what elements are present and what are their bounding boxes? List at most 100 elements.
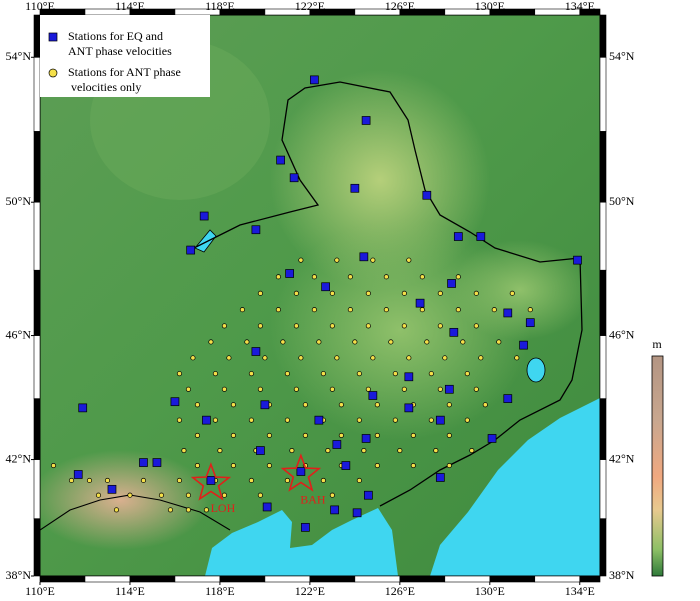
eq-ant-station xyxy=(107,484,117,494)
ant-station xyxy=(464,371,470,377)
ant-station xyxy=(298,355,304,361)
ant-station xyxy=(401,386,407,392)
legend-label: ANT phase velocities xyxy=(68,44,172,58)
ant-station xyxy=(113,507,120,513)
lake xyxy=(526,357,546,383)
eq-ant-station xyxy=(447,279,456,288)
frame-segment xyxy=(599,459,607,519)
ant-station xyxy=(370,355,376,361)
ant-station xyxy=(185,492,191,498)
ant-station xyxy=(392,417,398,423)
frame-segment xyxy=(33,335,41,399)
frame-segment xyxy=(33,459,41,519)
ant-station xyxy=(293,323,299,329)
eq-ant-station xyxy=(296,467,306,476)
y-tick-label: 38°N xyxy=(6,568,32,582)
x-tick-label: 118°E xyxy=(205,584,235,598)
ant-station xyxy=(284,477,290,483)
eq-ant-station xyxy=(444,384,454,394)
ant-station xyxy=(527,307,533,313)
frame-segment xyxy=(33,131,41,203)
eq-ant-station xyxy=(260,400,270,410)
lake xyxy=(194,229,217,253)
frame-segment xyxy=(599,56,607,132)
ant-station xyxy=(352,339,358,345)
ant-station xyxy=(280,339,286,345)
ant-station xyxy=(428,417,434,423)
eq-ant-station xyxy=(276,155,285,165)
frame-segment xyxy=(444,575,491,583)
ant-station xyxy=(383,307,389,313)
ant-station xyxy=(370,257,376,263)
y-tick-label: 54°N xyxy=(6,49,32,63)
eq-ant-station xyxy=(422,190,432,200)
eq-ant-station xyxy=(301,522,310,532)
eq-ant-station xyxy=(78,403,88,413)
ant-station xyxy=(329,290,335,296)
frame-segment xyxy=(174,575,221,583)
ant-station xyxy=(460,339,466,345)
eq-ant-station xyxy=(330,505,339,515)
ant-station xyxy=(437,290,443,296)
reference-station-label: BAH xyxy=(300,492,326,506)
frame-segment xyxy=(309,575,356,583)
ant-station xyxy=(338,402,344,408)
eq-ant-station xyxy=(285,269,294,278)
ant-station xyxy=(257,323,263,329)
ant-station xyxy=(437,386,443,392)
ant-station xyxy=(86,477,93,483)
eq-ant-station xyxy=(73,470,83,479)
eq-ant-station xyxy=(435,473,445,482)
eq-ant-station xyxy=(503,308,513,318)
eq-ant-station xyxy=(525,318,535,328)
ant-station xyxy=(464,417,470,423)
eq-ant-station xyxy=(262,502,272,512)
frame-segment xyxy=(599,269,607,336)
x-tick-label: 110°E xyxy=(25,0,55,13)
reference-station xyxy=(280,453,322,492)
ant-station xyxy=(284,371,290,377)
ant-station xyxy=(334,355,340,361)
ant-station xyxy=(176,371,182,377)
y-tick-label: 54°N xyxy=(609,49,635,63)
ant-station xyxy=(262,355,268,361)
ant-station xyxy=(194,402,200,408)
x-tick-label: 118°E xyxy=(205,0,235,13)
eq-ant-station xyxy=(453,232,463,241)
ant-station xyxy=(365,323,371,329)
frame-segment xyxy=(399,575,446,583)
eq-ant-station xyxy=(361,116,371,125)
x-tick-label: 126°E xyxy=(385,584,415,598)
legend-label: Stations for ANT phase xyxy=(68,65,181,79)
ant-station xyxy=(374,402,380,408)
frame-segment xyxy=(599,398,607,460)
y-tick-label: 50°N xyxy=(609,194,635,208)
x-tick-label: 134°E xyxy=(565,0,595,13)
ant-station xyxy=(428,371,434,377)
ant-station xyxy=(365,290,371,296)
eq-ant-station xyxy=(341,461,351,470)
colorbar-scale xyxy=(651,355,664,577)
ant-station xyxy=(230,432,236,438)
frame-segment xyxy=(579,8,601,16)
ant-station xyxy=(410,462,416,469)
ant-station xyxy=(482,402,488,408)
ant-station xyxy=(289,447,295,454)
colorbar: m xyxy=(651,337,664,577)
ant-station xyxy=(374,432,380,438)
ant-station xyxy=(311,307,317,313)
ant-station xyxy=(424,339,430,345)
ant-station xyxy=(50,462,57,469)
frame-segment xyxy=(264,575,311,583)
y-tick-label: 50°N xyxy=(6,194,32,208)
legend-label: Stations for EQ and xyxy=(68,29,163,43)
ant-station xyxy=(275,307,281,313)
frame-segment xyxy=(599,201,607,271)
ant-station xyxy=(190,355,196,361)
ant-station xyxy=(266,432,272,438)
ant-station xyxy=(329,492,335,498)
eq-ant-station xyxy=(310,75,319,85)
eq-ant-station xyxy=(199,211,209,221)
frame-segment xyxy=(33,201,41,271)
eq-ant-station xyxy=(350,183,360,193)
